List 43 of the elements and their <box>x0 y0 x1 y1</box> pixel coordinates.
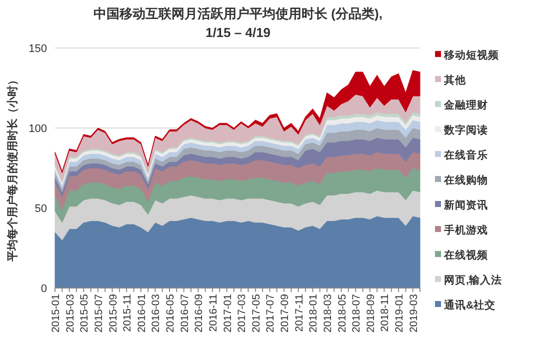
legend-label: 其他 <box>443 74 467 86</box>
y-tick-label: 100 <box>28 123 47 135</box>
x-tick-label: 2017-11 <box>293 294 306 332</box>
x-tick-label: 2018-01 <box>308 294 320 333</box>
x-tick-label: 2016-05 <box>164 294 177 333</box>
x-tick-label: 2018-03 <box>322 294 334 333</box>
x-tick-label: 2019-01 <box>394 294 406 333</box>
x-tick-label: 2017-05 <box>250 294 262 333</box>
legend-label: 移动短视频 <box>443 48 500 62</box>
x-tick-label: 2016-11 <box>207 294 220 332</box>
x-tick-label: 2018-09 <box>364 294 377 333</box>
x-tick-label: 2017-01 <box>222 294 234 333</box>
legend-label: 在线音乐 <box>443 148 488 162</box>
x-tick-label: 2017-03 <box>236 294 248 333</box>
legend-label: 网页,输入法 <box>444 274 502 286</box>
y-tick-label: 50 <box>34 203 47 215</box>
y-tick-label: 0 <box>40 283 47 295</box>
legend-label: 新闻资讯 <box>443 198 488 212</box>
legend-label: 金融理财 <box>443 98 488 112</box>
legend-label: 手机游戏 <box>443 224 488 236</box>
x-tick-label: 2018-05 <box>336 294 348 333</box>
x-tick-label: 2016-03 <box>150 294 162 333</box>
legend-label: 通讯&社交 <box>443 298 496 312</box>
x-tick-label: 2016-01 <box>136 294 148 333</box>
x-tick-label: 2017-07 <box>264 294 277 333</box>
x-tick-label: 2018-11 <box>379 294 392 332</box>
x-tick-label: 2018-07 <box>350 294 363 333</box>
x-tick-label: 2019-03 <box>408 294 420 333</box>
x-tick-label: 2015-05 <box>78 294 91 333</box>
legend-label: 在线视频 <box>443 248 489 262</box>
x-tick-label: 2015-11 <box>122 294 134 332</box>
x-tick-label: 2016-09 <box>193 294 206 333</box>
legend-label: 在线购物 <box>443 174 488 186</box>
y-axis-title: 平均每个用户每月的使用时长（小时） <box>6 74 19 262</box>
x-tick-label: 2015-09 <box>107 294 120 333</box>
x-tick-label: 2017-09 <box>279 294 292 333</box>
chart-title: 中国移动互联网月活跃用户平均使用时长 (分品类), 1/15 – 4/19 <box>94 6 382 40</box>
y-tick-label: 150 <box>28 43 47 55</box>
x-tick-label: 2015-01 <box>50 294 62 333</box>
x-tick-label: 2015-03 <box>64 294 76 333</box>
legend-label: 数字阅读 <box>443 124 488 136</box>
x-tick-label: 2015-07 <box>92 294 105 333</box>
x-tick-label: 2016-07 <box>178 294 191 333</box>
